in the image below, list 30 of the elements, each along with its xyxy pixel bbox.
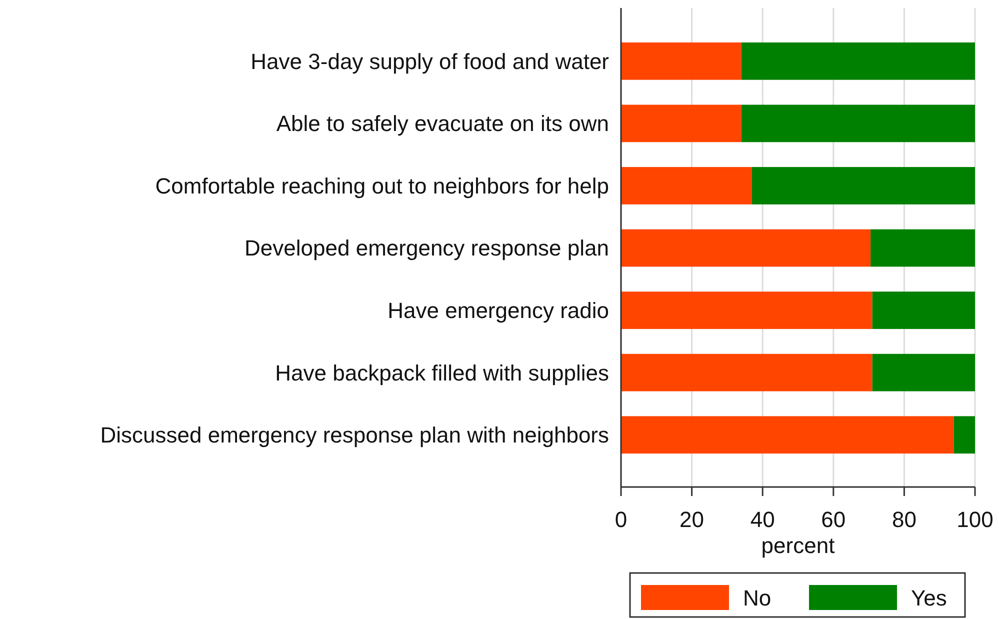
bar <box>621 167 752 204</box>
bar <box>621 354 872 392</box>
bar <box>621 416 954 454</box>
bar <box>752 167 975 204</box>
legend-label: Yes <box>911 586 947 611</box>
bar <box>621 104 742 142</box>
x-tick-label: 0 <box>614 507 628 532</box>
bar <box>621 42 742 80</box>
legend-label: No <box>743 586 772 611</box>
x-tick-label: 40 <box>750 507 775 532</box>
y-tick-label: Have 3-day supply of food and water <box>250 48 609 74</box>
x-tick-label: 100 <box>956 507 994 532</box>
bar <box>741 42 975 80</box>
x-tick-label: 60 <box>821 507 846 532</box>
bar <box>870 229 975 267</box>
y-tick-label: Have emergency radio <box>388 298 609 323</box>
y-tick-label: Able to safely evacuate on its own <box>276 111 609 136</box>
bar <box>954 416 975 454</box>
bar <box>741 104 975 142</box>
x-tick-label: 20 <box>680 507 704 532</box>
x-tick-label: 80 <box>892 507 916 532</box>
bar <box>621 292 872 329</box>
y-tick-label: Comfortable reaching out to neighbors for help <box>155 173 609 198</box>
bar <box>872 292 975 329</box>
y-tick-label: Developed emergency response plan <box>244 236 609 261</box>
bar <box>621 229 871 267</box>
y-tick-label: Have backpack filled with supplies <box>275 360 609 386</box>
bar <box>872 354 975 392</box>
x-axis-title: percent <box>761 533 835 558</box>
y-tick-label: Discussed emergency response plan with neighbors <box>100 422 609 448</box>
